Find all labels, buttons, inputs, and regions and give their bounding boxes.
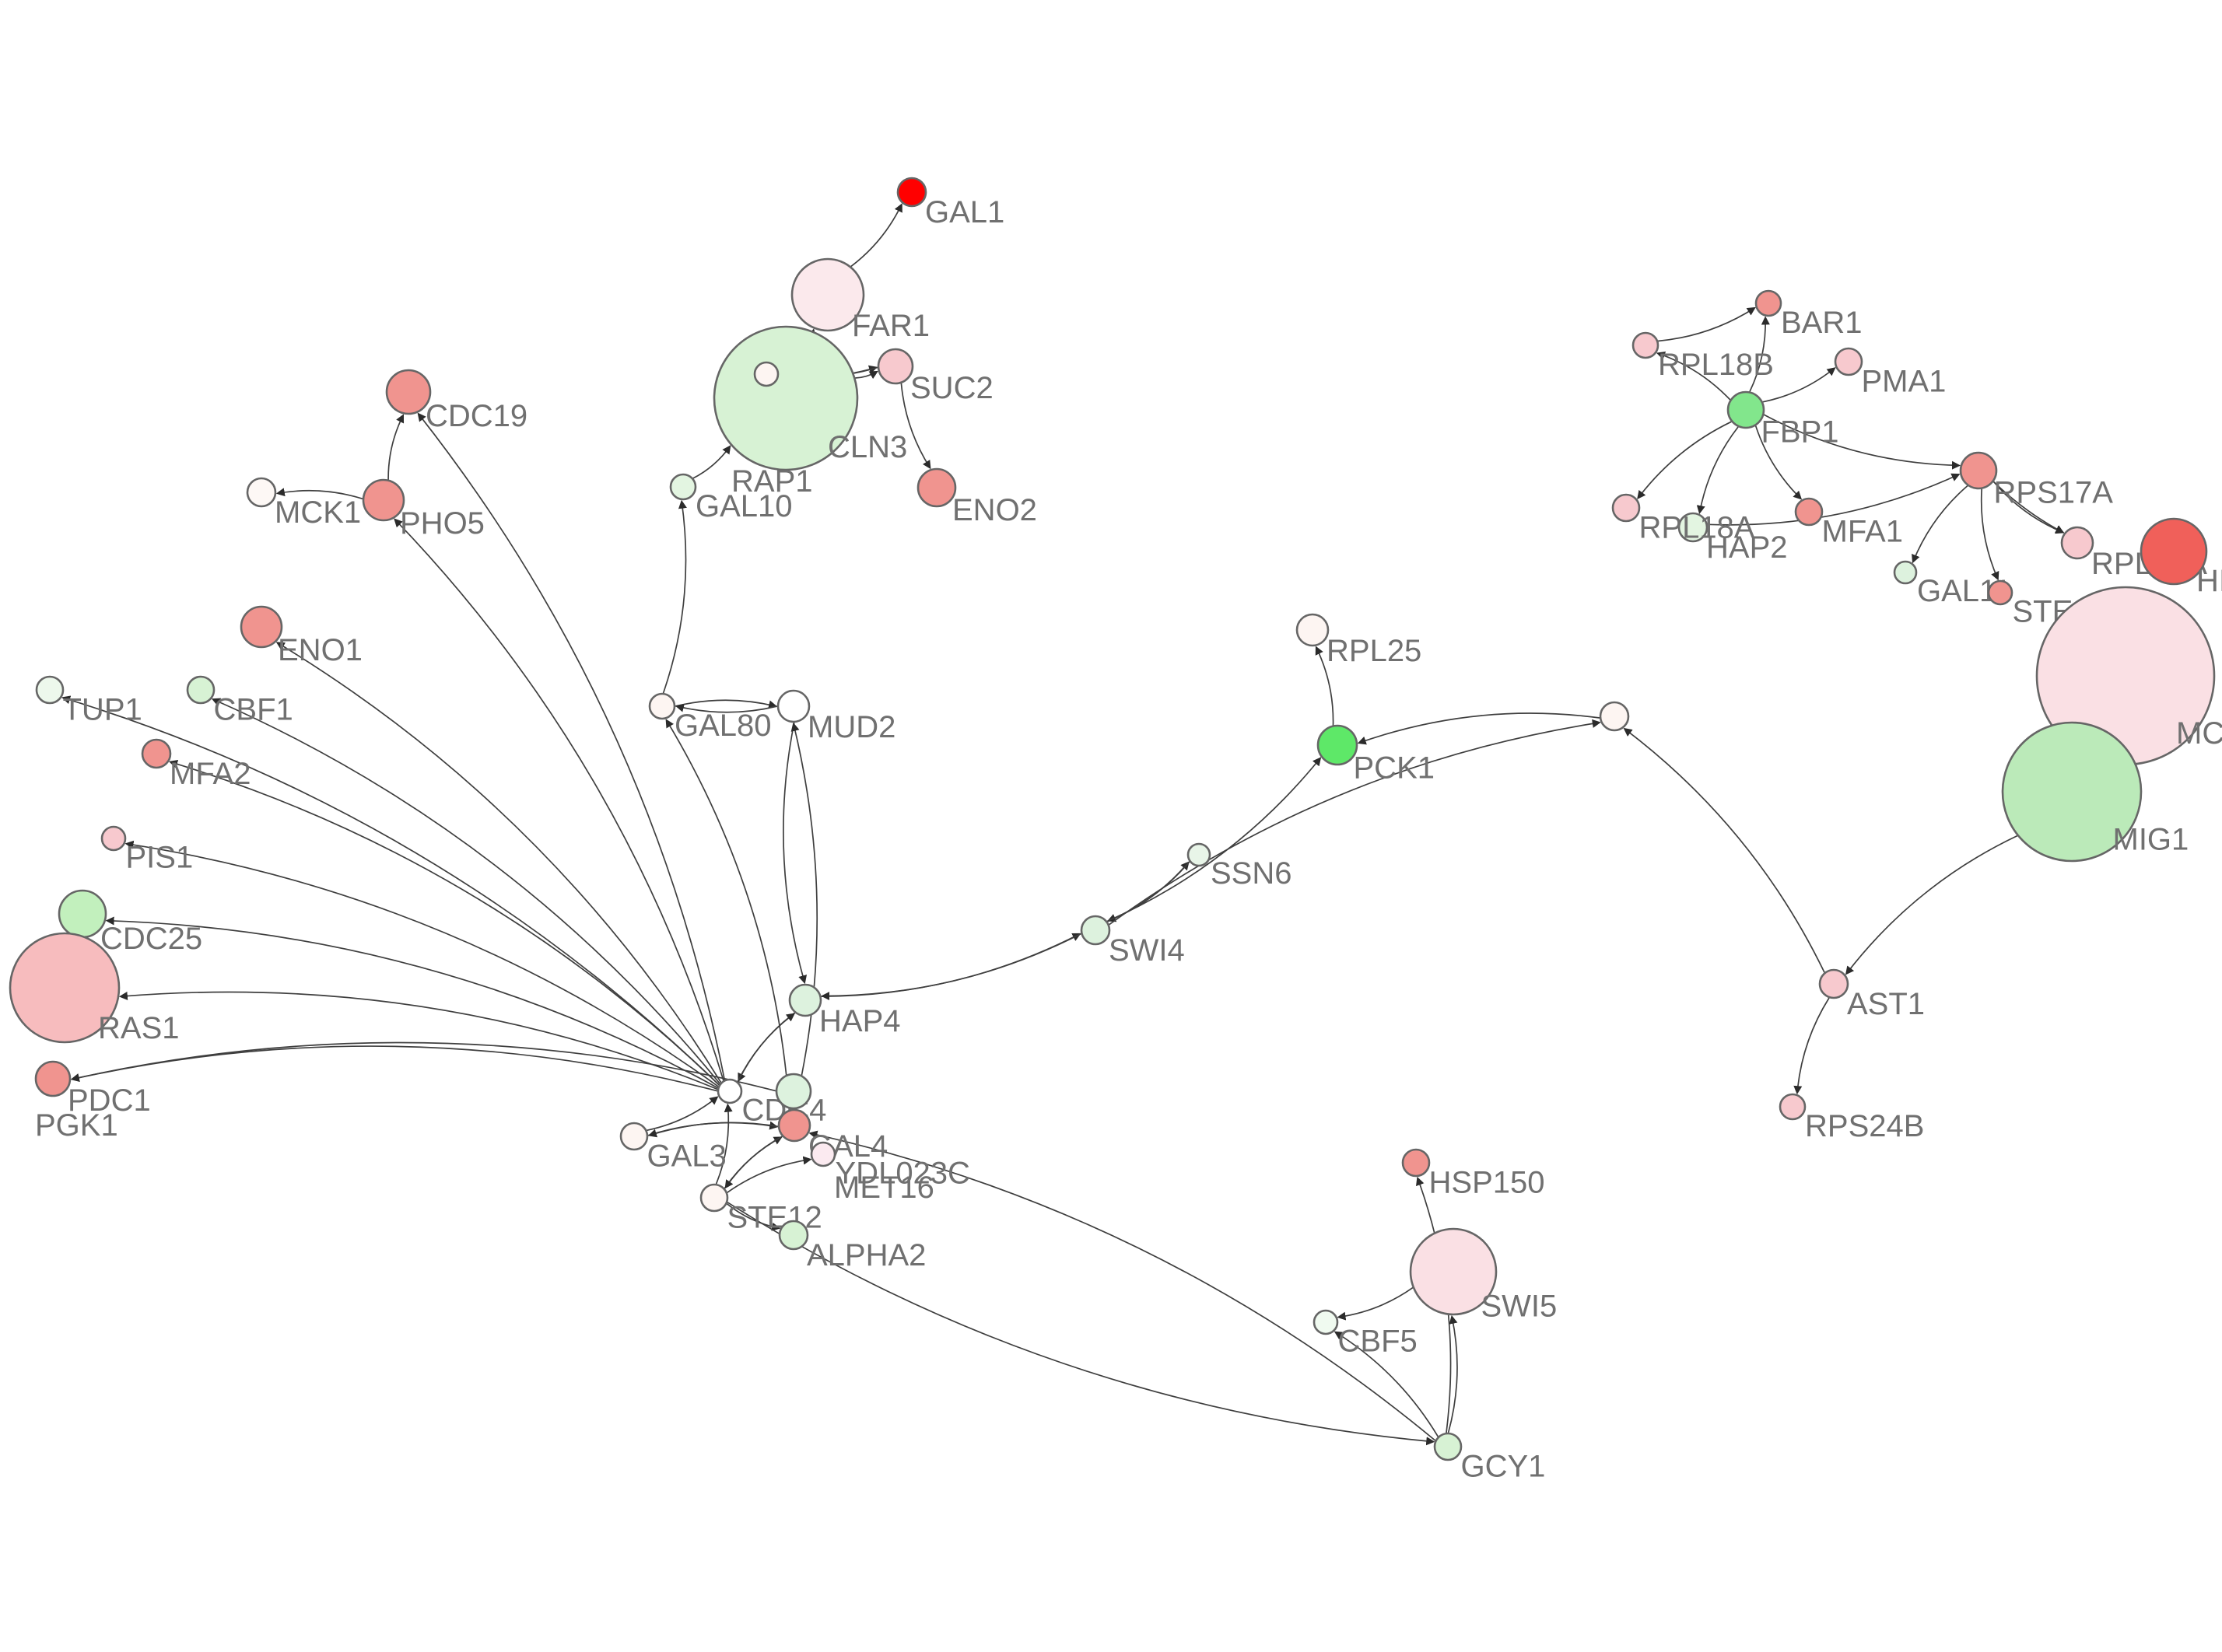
svg-text:SWI4: SWI4 (1109, 933, 1185, 968)
svg-text:RPL25: RPL25 (1327, 634, 1421, 668)
svg-text:SUC2: SUC2 (910, 371, 994, 405)
svg-text:FBP1: FBP1 (1761, 415, 1839, 450)
svg-text:MET16: MET16 (834, 1171, 934, 1205)
svg-text:GCY1: GCY1 (1461, 1450, 1546, 1484)
svg-text:AST1: AST1 (1847, 987, 1925, 1021)
svg-text:RPS24B: RPS24B (1805, 1109, 1924, 1143)
svg-text:PGK1: PGK1 (35, 1108, 118, 1143)
svg-text:RPS17A: RPS17A (1994, 476, 2114, 510)
svg-text:MIG1: MIG1 (2113, 823, 2189, 857)
svg-text:TUP1: TUP1 (63, 693, 142, 727)
svg-text:RPL18A: RPL18A (1639, 511, 1755, 545)
svg-text:GAL80: GAL80 (675, 709, 772, 743)
svg-text:CLN3: CLN3 (828, 430, 907, 464)
svg-text:GAL1: GAL1 (925, 195, 1004, 229)
svg-text:RPL18B: RPL18B (1658, 348, 1774, 382)
svg-text:PIS1: PIS1 (126, 841, 194, 875)
svg-text:PCK1: PCK1 (1354, 751, 1435, 786)
svg-text:MFA2: MFA2 (170, 757, 251, 791)
svg-text:GAL10: GAL10 (696, 489, 793, 523)
svg-text:CBF1: CBF1 (214, 693, 293, 727)
svg-text:PHO5: PHO5 (400, 506, 485, 541)
svg-text:MCK1: MCK1 (275, 495, 361, 530)
svg-text:ENO2: ENO2 (952, 493, 1037, 527)
svg-text:CDC19: CDC19 (426, 399, 527, 433)
svg-text:CDC25: CDC25 (100, 922, 202, 956)
svg-text:MCM1: MCM1 (2176, 716, 2222, 751)
svg-text:RAS1: RAS1 (98, 1011, 180, 1045)
svg-text:SWI5: SWI5 (1481, 1290, 1558, 1324)
svg-text:FAR1: FAR1 (852, 309, 930, 343)
svg-text:HAP4: HAP4 (819, 1004, 901, 1038)
svg-text:CBF5: CBF5 (1338, 1325, 1418, 1359)
svg-text:ENO1: ENO1 (278, 633, 363, 667)
svg-text:SSN6: SSN6 (1211, 856, 1292, 891)
svg-text:GAL3: GAL3 (647, 1139, 727, 1174)
svg-text:PMA1: PMA1 (1862, 365, 1947, 399)
svg-text:MUD2: MUD2 (808, 710, 895, 744)
svg-text:STE12: STE12 (727, 1201, 822, 1235)
svg-text:ALPHA2: ALPHA2 (807, 1238, 926, 1272)
svg-text:MFA1: MFA1 (1822, 515, 1903, 549)
svg-text:HSP150: HSP150 (1429, 1166, 1545, 1200)
svg-text:HIS4: HIS4 (2196, 564, 2222, 598)
svg-text:BAR1: BAR1 (1781, 306, 1863, 340)
